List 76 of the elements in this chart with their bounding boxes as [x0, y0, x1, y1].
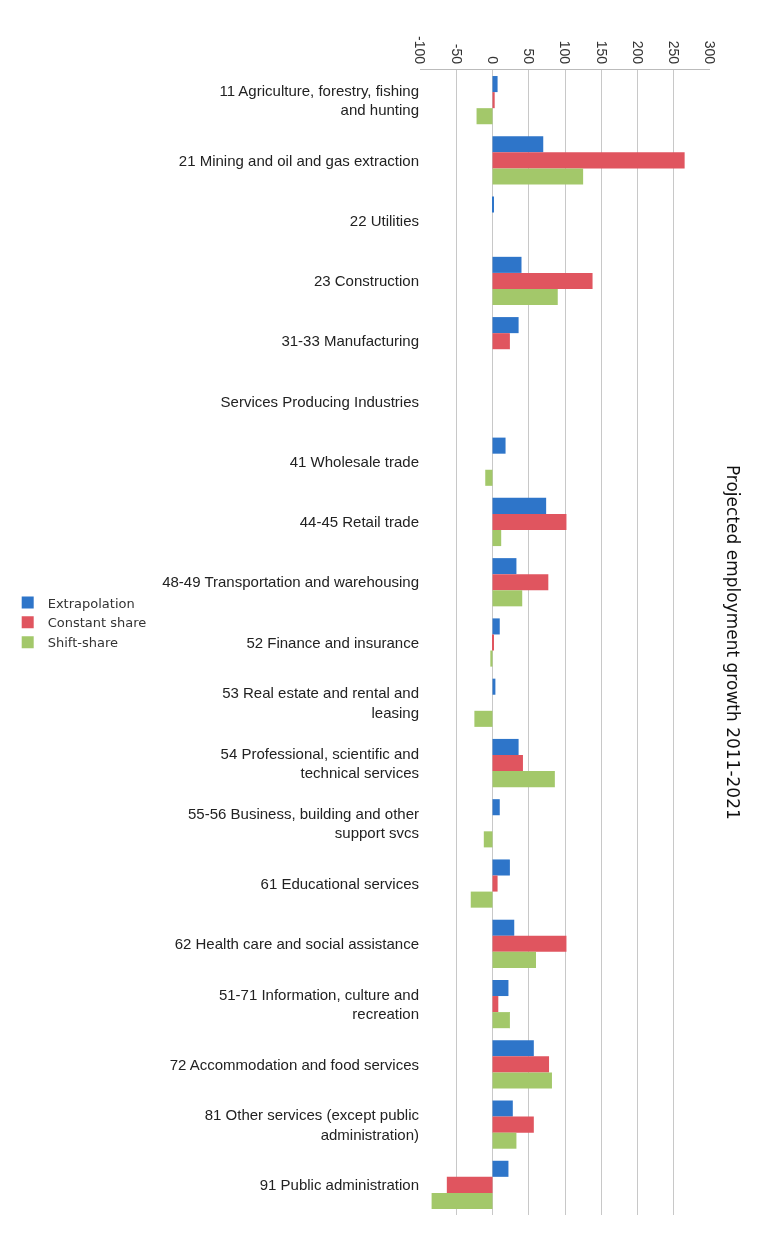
y-tick-label: 22 Utilities — [349, 211, 419, 229]
bar — [492, 513, 567, 531]
x-tick-label: -100 — [412, 36, 429, 65]
bar — [492, 979, 509, 997]
x-tick-label: 250 — [666, 40, 683, 65]
bar — [492, 1056, 550, 1073]
legend-label: Shift-share — [47, 635, 118, 651]
bar — [492, 951, 536, 968]
x-tick-label: 50 — [521, 48, 538, 65]
bar — [492, 859, 510, 876]
bar — [492, 168, 584, 185]
y-tick-label: 52 Finance and insurance — [246, 633, 419, 651]
bar — [492, 1132, 517, 1149]
y-tick-label: 72 Accommodation and food services — [169, 1055, 419, 1073]
bar — [446, 1176, 493, 1193]
bar — [492, 875, 498, 892]
bar — [490, 650, 493, 667]
y-tick-label: 21 Mining and oil and gas extraction — [178, 151, 419, 169]
y-tick-label: 31-33 Manufacturing — [281, 332, 419, 350]
legend-label: Constant share — [47, 615, 147, 631]
x-tick-label: 0 — [484, 56, 501, 65]
y-tick-label: 51-71 Information, culture and recreation — [218, 985, 419, 1023]
y-tick-label: 11 Agriculture, forestry, fishing and hunting — [219, 81, 419, 119]
text: Projected employment growth 2011-2021 — [723, 464, 744, 820]
bar — [492, 1012, 510, 1029]
bar — [492, 738, 519, 755]
bar — [492, 799, 500, 816]
bar — [492, 136, 544, 153]
y-tick-label: 53 Real estate and rental and leasing — [222, 684, 419, 721]
bar — [492, 272, 593, 289]
bar — [492, 1100, 513, 1117]
bar — [483, 831, 493, 848]
y-tick-label: 23 Construction — [313, 272, 419, 290]
bar — [492, 92, 495, 109]
bar — [492, 530, 502, 547]
bar — [492, 935, 567, 952]
y-tick-label: 41 Wholesale trade — [289, 452, 419, 470]
bar — [492, 574, 549, 591]
bar — [474, 710, 493, 727]
y-tick-label: 54 Professional, scientific and technical services — [220, 744, 419, 782]
bar — [476, 108, 493, 125]
bar — [492, 1160, 509, 1177]
bar — [492, 76, 498, 93]
bar — [492, 590, 523, 607]
x-tick-label: 150 — [593, 40, 610, 65]
y-tick-label: 44-45 Retail trade — [299, 513, 419, 531]
bar — [492, 437, 506, 454]
bar — [492, 317, 519, 334]
y-tick-label: 61 Educational services — [260, 874, 419, 892]
x-tick-label: 200 — [629, 40, 646, 65]
legend-label: Extrapolation — [47, 595, 135, 611]
bar — [492, 558, 517, 575]
bar — [492, 1072, 552, 1089]
y-tick-label: 48-49 Transportation and warehousing — [162, 573, 419, 591]
bar — [492, 771, 555, 788]
x-tick-label: -50 — [448, 43, 465, 65]
bar — [492, 152, 685, 169]
bar — [485, 469, 493, 486]
y-tick-label: 62 Health care and social assistance — [174, 935, 419, 953]
bar — [492, 288, 558, 306]
bar — [470, 891, 493, 908]
bar — [431, 1192, 493, 1209]
x-tick-label: 100 — [557, 40, 574, 65]
bar — [492, 333, 510, 350]
y-tick-label: 81 Other services (except public administration) — [204, 1106, 420, 1143]
y-tick-label: 91 Public administration — [259, 1176, 419, 1194]
y-tick-label: 55-56 Business, building and other support svcs — [188, 804, 419, 842]
bar — [492, 256, 522, 273]
bar — [492, 754, 523, 772]
y-tick-label: Services Producing Industries — [220, 392, 419, 410]
bar — [492, 1040, 534, 1057]
x-tick-label: 300 — [702, 40, 719, 65]
bar — [492, 919, 515, 936]
bar — [492, 497, 547, 514]
bar — [492, 1116, 534, 1133]
bar — [492, 618, 500, 635]
